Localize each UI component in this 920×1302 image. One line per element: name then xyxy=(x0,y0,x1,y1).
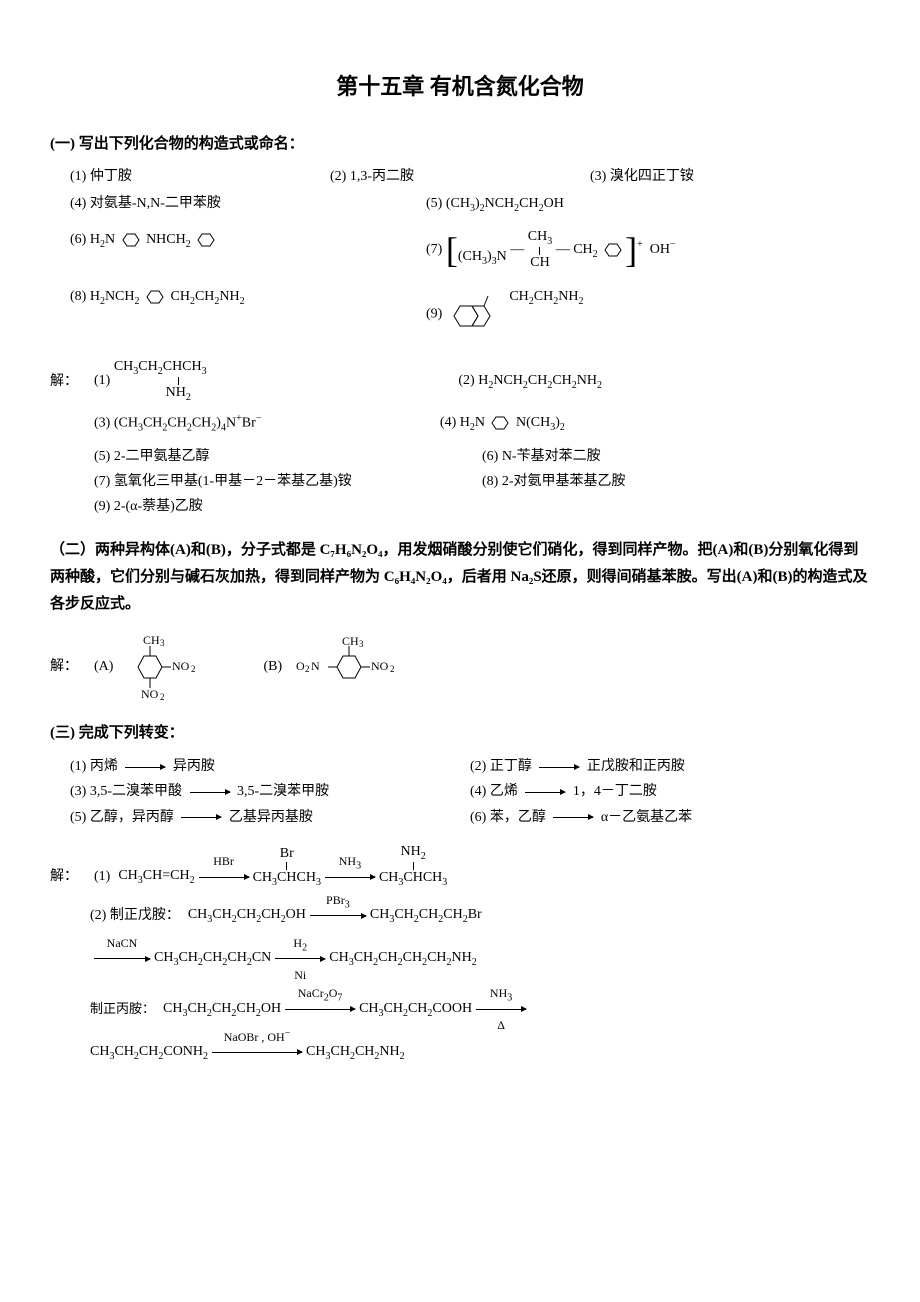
section-2-header: （二）两种异构体(A)和(B)，分子式都是 C₇H₆N₂O₄，用发烟硝酸分别使它… xyxy=(50,537,870,618)
structure-A: CH3 NO2 NO2 xyxy=(113,632,203,702)
svg-text:NO: NO xyxy=(172,659,190,673)
section-3-solution-2a: (2) 制正戊胺： CH3CH2CH2CH2OH PBr3 CH3CH2CH2C… xyxy=(90,901,870,930)
item-3: (3) 溴化四正丁铵 xyxy=(590,166,830,187)
section-2-solution: 解： (A) CH3 NO2 NO2 (B) CH3 NO2 O2N xyxy=(50,632,870,702)
svg-text:NO: NO xyxy=(371,659,389,673)
naphthalene-icon xyxy=(446,286,506,343)
solution-3: (3) (CH3CH2CH2CH2)4N+Br− xyxy=(94,411,420,435)
item-9: (9) CH2CH2NH2 xyxy=(426,286,583,343)
section-3-solution-2b: NaCN CH3CH2CH2CH2CN H2Ni CH3CH2CH2CH2CH2… xyxy=(90,944,870,973)
solution-2: (2) H2NCH2CH2CH2NH2 xyxy=(458,370,602,393)
section-1-header: (一) 写出下列化合物的构造式或命名： xyxy=(50,133,870,156)
svg-text:3: 3 xyxy=(160,638,165,648)
benzene-icon xyxy=(488,415,512,431)
solution-label: 解： xyxy=(50,371,94,392)
structure-A-label: (A) xyxy=(94,656,113,677)
item-6: (6) H2N NHCH2 xyxy=(70,229,406,270)
trans-5: (5) 乙醇，异丙醇 乙基异丙基胺 xyxy=(70,805,470,830)
structure-B-label: (B) xyxy=(263,656,282,677)
item-5: (5) (CH3)2NCH2CH2OH xyxy=(426,193,564,216)
trans-1: (1) 丙烯 异丙胺 xyxy=(70,754,470,779)
solution-1: (1) CH3CH2CHCH3 NH2 xyxy=(94,359,438,403)
benzene-icon xyxy=(601,242,625,258)
item-1: (1) 仲丁胺 xyxy=(70,166,310,187)
section-1-solution-row-1: 解： (1) CH3CH2CHCH3 NH2 (2) H2NCH2CH2CH2N… xyxy=(50,359,870,403)
svg-text:CH: CH xyxy=(342,637,359,648)
solution-5: (5) 2-二甲氨基乙醇 xyxy=(94,444,482,469)
section-1-items-row-2: (4) 对氨基-N,N-二甲苯胺 (5) (CH3)2NCH2CH2OH xyxy=(50,193,870,216)
section-1-solution-row-2: (3) (CH3CH2CH2CH2)4N+Br− (4) H2N N(CH3)2 xyxy=(50,411,870,435)
item-8: (8) H2NCH2 CH2CH2NH2 xyxy=(70,286,406,343)
item-4: (4) 对氨基-N,N-二甲苯胺 xyxy=(70,193,406,216)
section-1-items-row-4: (8) H2NCH2 CH2CH2NH2 (9) CH2CH2NH2 xyxy=(50,286,870,343)
svg-text:O: O xyxy=(296,659,305,673)
solution-7: (7) 氢氧化三甲基(1-甲基－2－苯基乙基)铵 xyxy=(94,469,482,494)
section-3-solution-3a: 制正丙胺： CH3CH2CH2CH2OH NaCr2O7 CH3CH2CH2CO… xyxy=(90,995,870,1024)
benzene-icon xyxy=(143,289,167,305)
solution-label: 解： xyxy=(50,656,94,677)
item-2: (2) 1,3-丙二胺 xyxy=(330,166,570,187)
document-title: 第十五章 有机含氮化合物 xyxy=(50,70,870,103)
trans-3: (3) 3,5-二溴苯甲酸 3,5-二溴苯甲胺 xyxy=(70,779,470,804)
section-3-items: (1) 丙烯 异丙胺 (2) 正丁醇 正戊胺和正丙胺 (3) 3,5-二溴苯甲酸… xyxy=(50,754,870,830)
trans-6: (6) 苯，乙醇 α－乙氨基乙苯 xyxy=(470,805,870,830)
svg-text:2: 2 xyxy=(390,664,395,674)
section-1-items-row-1: (1) 仲丁胺 (2) 1,3-丙二胺 (3) 溴化四正丁铵 xyxy=(50,166,870,187)
solution-6: (6) N-苄基对苯二胺 xyxy=(482,444,870,469)
svg-text:2: 2 xyxy=(160,692,165,702)
section-3-solution-1: 解： (1) CH3CH=CH2 HBr Br CH3CHCH3 NH3 NH2… xyxy=(50,844,870,888)
section-3-solution-3b: CH3CH2CH2CONH2 NaOBr , OH− CH3CH2CH2NH2 xyxy=(90,1038,870,1067)
solution-8: (8) 2-对氨甲基苯基乙胺 xyxy=(482,469,870,494)
svg-text:NO: NO xyxy=(141,687,159,701)
benzene-icon xyxy=(194,232,218,248)
trans-4: (4) 乙烯 1，4－丁二胺 xyxy=(470,779,870,804)
solution-9: (9) 2-(α-萘基)乙胺 xyxy=(94,494,482,519)
svg-text:2: 2 xyxy=(305,664,310,674)
section-1-items-row-3: (6) H2N NHCH2 (7) [ (CH3)3N — CH3 CH — C… xyxy=(50,229,870,270)
svg-text:2: 2 xyxy=(191,664,196,674)
benzene-icon xyxy=(119,232,143,248)
solution-4: (4) H2N N(CH3)2 xyxy=(440,412,565,435)
solution-label: 解： xyxy=(50,866,94,887)
svg-text:3: 3 xyxy=(359,639,364,649)
structure-B: CH3 NO2 O2N xyxy=(282,637,412,697)
section-3-header: (三) 完成下列转变： xyxy=(50,722,870,745)
section-1-solutions-text: (5) 2-二甲氨基乙醇 (6) N-苄基对苯二胺 (7) 氢氧化三甲基(1-甲… xyxy=(50,444,870,519)
svg-text:CH: CH xyxy=(143,633,160,647)
item-7: (7) [ (CH3)3N — CH3 CH — CH2 ] + OH− xyxy=(426,229,676,270)
trans-2: (2) 正丁醇 正戊胺和正丙胺 xyxy=(470,754,870,779)
svg-text:N: N xyxy=(311,659,320,673)
